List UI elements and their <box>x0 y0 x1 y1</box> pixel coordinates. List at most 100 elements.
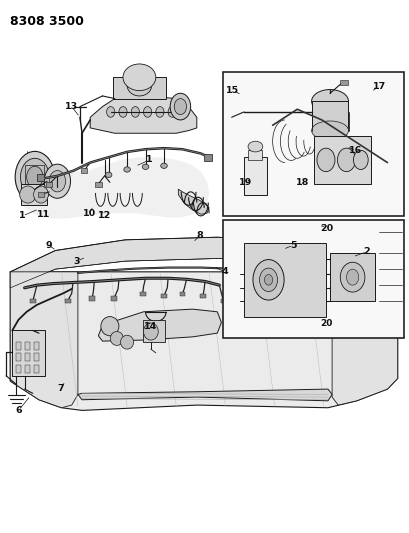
Bar <box>16 365 21 373</box>
Text: 16: 16 <box>348 146 362 155</box>
Ellipse shape <box>239 288 250 298</box>
Polygon shape <box>17 157 209 219</box>
Bar <box>142 320 165 342</box>
Polygon shape <box>331 272 397 405</box>
Ellipse shape <box>44 164 70 198</box>
Ellipse shape <box>346 269 358 285</box>
Ellipse shape <box>174 99 186 115</box>
Bar <box>46 182 52 187</box>
Text: 6: 6 <box>15 406 22 415</box>
Bar <box>179 292 185 296</box>
Bar <box>25 342 30 350</box>
Bar <box>161 294 166 298</box>
Bar <box>89 296 95 301</box>
Bar <box>220 299 226 303</box>
Text: 18: 18 <box>295 178 308 187</box>
Ellipse shape <box>155 107 164 117</box>
Ellipse shape <box>106 107 115 117</box>
Bar <box>243 243 325 317</box>
Ellipse shape <box>105 172 112 177</box>
Text: 14: 14 <box>144 322 157 330</box>
Bar <box>65 299 70 303</box>
Ellipse shape <box>15 151 54 203</box>
Polygon shape <box>178 189 209 214</box>
Ellipse shape <box>311 121 348 140</box>
Ellipse shape <box>367 325 373 330</box>
Bar <box>25 165 44 189</box>
Ellipse shape <box>124 167 130 172</box>
Bar <box>247 150 262 160</box>
Text: 3: 3 <box>74 257 80 265</box>
Ellipse shape <box>142 164 148 169</box>
Bar <box>243 157 266 195</box>
Ellipse shape <box>34 186 48 203</box>
Ellipse shape <box>337 148 355 172</box>
Bar <box>233 294 258 320</box>
Bar <box>34 353 39 361</box>
Bar <box>38 192 44 197</box>
Bar <box>81 168 87 173</box>
Bar <box>112 77 166 99</box>
Bar <box>34 342 39 350</box>
Text: 20: 20 <box>320 224 333 232</box>
Text: 20: 20 <box>319 319 331 328</box>
Ellipse shape <box>123 64 155 91</box>
Ellipse shape <box>131 107 139 117</box>
Bar <box>236 297 254 309</box>
Ellipse shape <box>311 90 348 113</box>
Ellipse shape <box>120 335 133 349</box>
Bar <box>339 80 347 85</box>
Text: 5: 5 <box>289 241 296 249</box>
Bar <box>139 292 145 296</box>
Ellipse shape <box>380 325 385 330</box>
Text: 15: 15 <box>226 86 239 95</box>
Ellipse shape <box>259 268 277 292</box>
Text: 2: 2 <box>363 247 369 256</box>
Text: 17: 17 <box>372 82 385 91</box>
Ellipse shape <box>119 107 127 117</box>
Text: 9: 9 <box>45 241 52 249</box>
Ellipse shape <box>316 148 334 172</box>
Bar <box>366 289 391 316</box>
Bar <box>25 353 30 361</box>
Ellipse shape <box>20 158 49 196</box>
Text: 11: 11 <box>36 210 49 219</box>
Polygon shape <box>10 237 397 288</box>
Bar <box>25 365 30 373</box>
Bar <box>223 72 403 216</box>
Bar <box>34 365 39 373</box>
Ellipse shape <box>110 332 123 345</box>
Polygon shape <box>90 96 196 133</box>
Ellipse shape <box>143 107 151 117</box>
Ellipse shape <box>378 304 387 314</box>
Text: 13: 13 <box>65 102 78 111</box>
Ellipse shape <box>339 262 364 292</box>
Text: 8308 3500: 8308 3500 <box>10 15 84 28</box>
Ellipse shape <box>247 141 262 152</box>
Ellipse shape <box>160 163 167 168</box>
Ellipse shape <box>264 274 272 285</box>
Text: 19: 19 <box>238 178 251 187</box>
Ellipse shape <box>27 166 43 188</box>
Bar <box>223 220 403 338</box>
Text: 7: 7 <box>57 384 64 392</box>
Bar <box>30 299 36 303</box>
Ellipse shape <box>101 317 119 336</box>
Ellipse shape <box>20 186 36 203</box>
Bar <box>313 136 370 184</box>
Text: 4: 4 <box>221 268 227 276</box>
Text: 1: 1 <box>146 156 153 164</box>
Ellipse shape <box>367 296 382 313</box>
Bar <box>95 182 101 187</box>
Polygon shape <box>98 309 221 341</box>
Text: 10: 10 <box>83 209 96 217</box>
Text: 1: 1 <box>19 212 26 220</box>
Polygon shape <box>78 389 331 401</box>
Bar <box>20 184 47 205</box>
Text: 8: 8 <box>196 231 203 240</box>
Ellipse shape <box>127 75 151 96</box>
Bar <box>111 296 117 301</box>
Bar <box>200 294 205 298</box>
Bar <box>204 154 211 161</box>
Bar <box>16 342 21 350</box>
